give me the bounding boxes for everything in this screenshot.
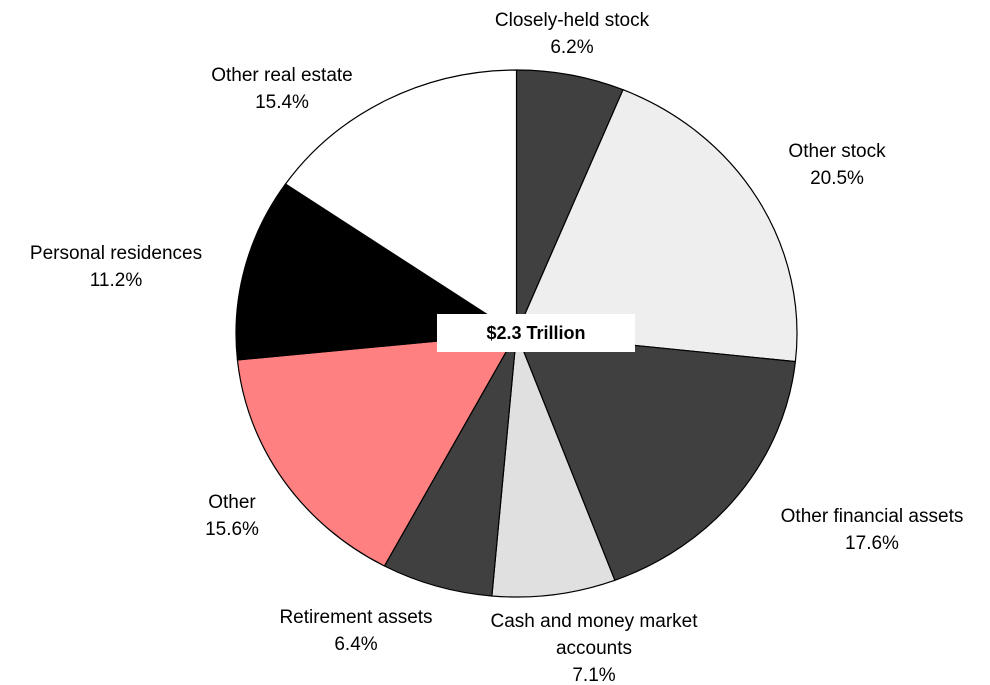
slice-name: Cash and money market accounts	[490, 611, 698, 659]
pie-slice	[491, 333, 616, 598]
slice-label: Other stock 20.5%	[788, 138, 885, 192]
slice-name: Other financial assets	[780, 506, 964, 527]
center-label: $2.3 Trillion	[437, 314, 635, 352]
slice-value: 6.2%	[550, 37, 594, 58]
slice-label: Other real estate 15.4%	[211, 62, 353, 116]
pie-slice	[284, 69, 518, 335]
slice-label: Other 15.6%	[205, 489, 259, 543]
pie-slice	[236, 332, 518, 567]
slice-value: 15.4%	[255, 92, 309, 113]
slice-name: Other	[208, 492, 256, 513]
slice-value: 17.6%	[845, 533, 899, 554]
slice-label: Cash and money market accounts 7.1%	[469, 608, 719, 685]
slice-label: Personal residences 11.2%	[30, 240, 202, 294]
slice-label: Other financial assets 17.6%	[781, 503, 964, 557]
slice-label: Closely-held stock 6.2%	[495, 7, 649, 61]
slice-label: Retirement assets 6.4%	[279, 604, 432, 658]
slice-name: Other stock	[788, 141, 886, 162]
slice-name: Other real estate	[211, 65, 353, 86]
slice-name: Retirement assets	[279, 607, 433, 628]
slice-value: 20.5%	[810, 168, 864, 189]
slice-value: 7.1%	[572, 665, 616, 685]
slice-name: Closely-held stock	[494, 10, 650, 31]
slice-name: Personal residences	[29, 243, 203, 264]
pie-slice	[515, 332, 797, 582]
pie-slice	[515, 88, 798, 363]
slice-value: 6.4%	[334, 634, 378, 655]
slice-value: 11.2%	[89, 270, 143, 291]
pie-slice	[383, 333, 518, 597]
slice-value: 15.6%	[205, 519, 259, 540]
